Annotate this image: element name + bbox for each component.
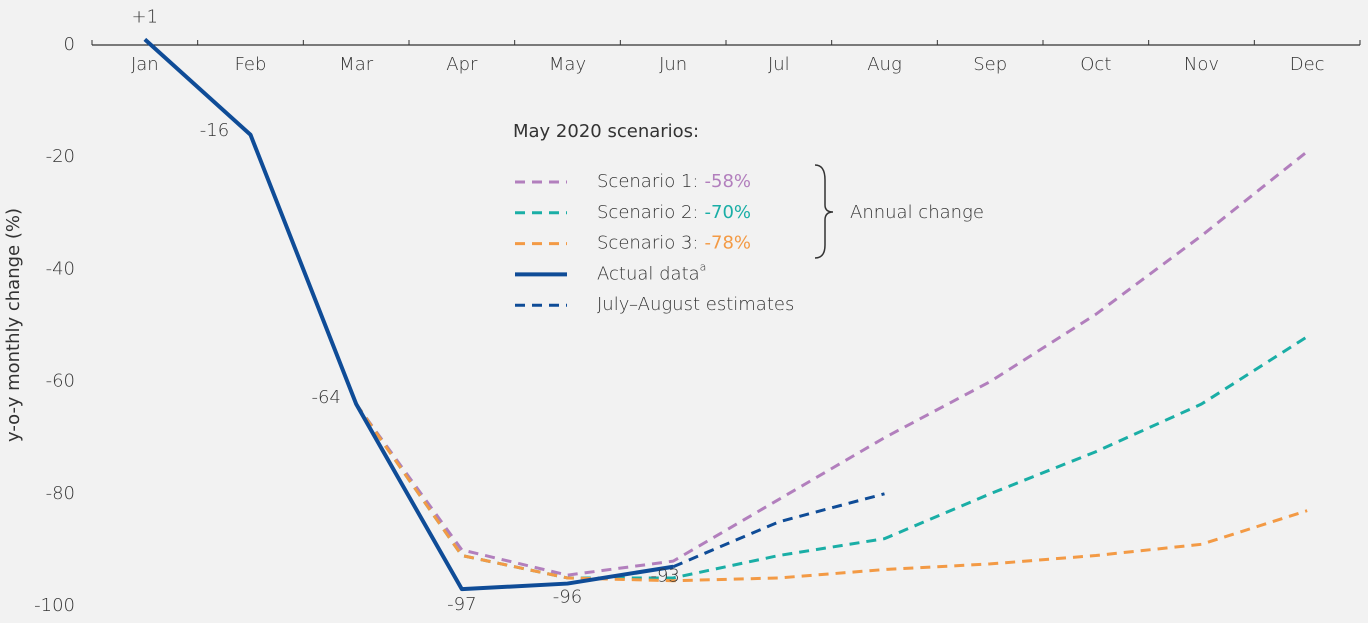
legend-title: May 2020 scenarios: [513, 121, 699, 142]
x-tick-label: Oct [1080, 54, 1111, 75]
y-tick-label: -80 [46, 483, 75, 504]
legend-name: Scenario 3: [597, 233, 699, 254]
x-tick-label: May [549, 54, 586, 75]
annual-change: -70% [705, 202, 752, 223]
legend-name: Scenario 2: [597, 202, 699, 223]
data-label: -96 [553, 587, 582, 608]
x-tick-label: Jul [768, 54, 790, 75]
y-tick-label: -20 [46, 146, 75, 167]
x-tick-label: Mar [339, 54, 374, 75]
legend-label: Scenario 3: -78% [597, 233, 751, 254]
y-axis-title: y-o-y monthly change (%) [3, 208, 24, 442]
x-tick-label: Nov [1184, 54, 1219, 75]
legend-label: Actual dataa [597, 260, 706, 284]
annual-change: -78% [705, 233, 752, 254]
legend-label: July–August estimates [597, 294, 794, 315]
data-label: -64 [311, 387, 340, 408]
series-line [354, 403, 1308, 583]
y-tick-label: -40 [46, 258, 75, 279]
footnote-marker: a [700, 260, 707, 273]
data-label: -93 [650, 566, 679, 587]
legend-name: July–August estimates [597, 294, 794, 315]
x-tick-label: Feb [235, 54, 267, 75]
x-tick-label: Aug [867, 54, 902, 75]
brace [814, 164, 834, 259]
legend-label: Scenario 1: -58% [597, 171, 751, 192]
legend-name: Scenario 1: [597, 171, 699, 192]
series-line [354, 150, 1309, 577]
x-tick-label: Apr [446, 54, 478, 75]
x-tick-label: Jun [659, 54, 687, 75]
annual-change: -58% [705, 171, 752, 192]
series-line [672, 492, 885, 569]
x-tick-label: Dec [1290, 54, 1325, 75]
x-tick-label: Sep [973, 54, 1007, 75]
y-tick-label: -100 [34, 595, 75, 616]
y-tick-label: 0 [64, 34, 75, 55]
legend-label: Scenario 2: -70% [597, 202, 751, 223]
legend-name: Actual data [597, 263, 700, 284]
annotation: Annual change [850, 202, 984, 223]
x-tick-label: Jan [131, 54, 159, 75]
y-tick-label: -60 [46, 371, 75, 392]
data-label: -16 [200, 120, 229, 141]
series-line [143, 37, 674, 592]
data-label: -97 [447, 594, 476, 615]
series-line [354, 335, 1308, 580]
data-label: +1 [132, 6, 159, 27]
